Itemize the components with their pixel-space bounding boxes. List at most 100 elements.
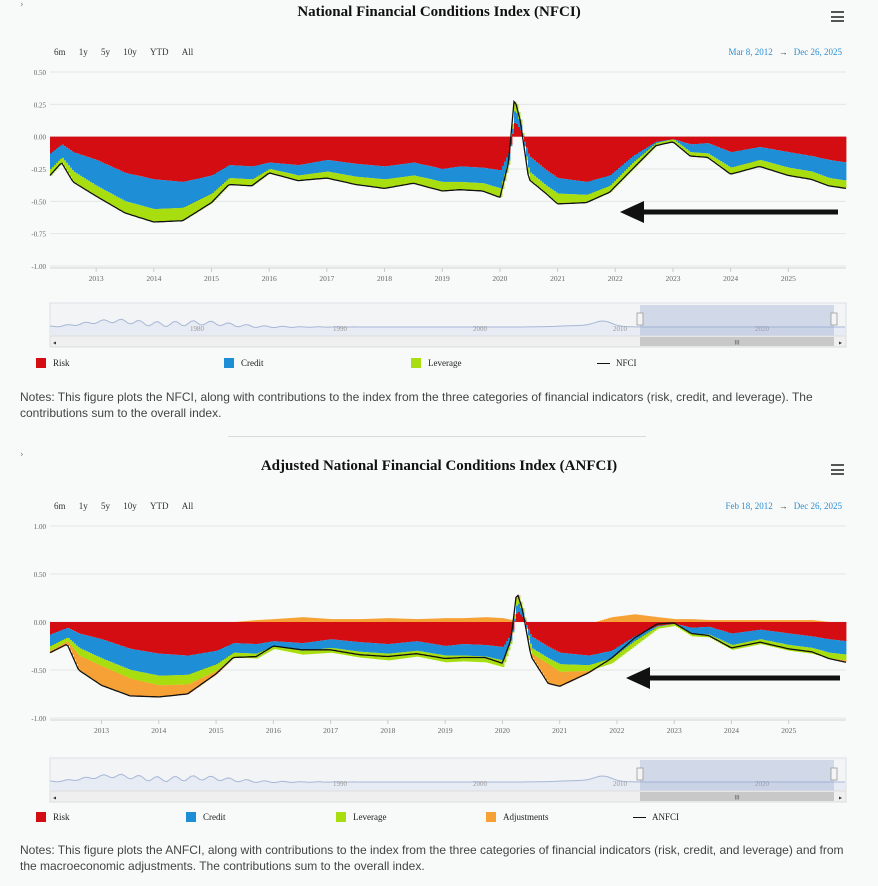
bar-adjustments [734,620,737,622]
bar-adjustments [702,619,705,622]
bar-risk [228,622,231,646]
range-button-all[interactable]: All [181,47,194,57]
bar-leverage [548,187,551,196]
bar-risk [610,622,613,652]
bar-credit [754,630,757,641]
bar-risk [84,622,87,635]
range-button-10y[interactable]: 10y [123,47,137,57]
bar-adjustments [174,684,177,696]
range-button-ytd[interactable]: YTD [150,47,169,57]
bar-credit [350,163,353,176]
bar-credit [686,626,689,631]
range-button-6m[interactable]: 6m [54,47,66,57]
bar-credit [120,170,123,199]
bar-adjustments [184,684,187,695]
range-button-1y[interactable]: 1y [78,501,88,511]
legend-item-leverage[interactable]: Leverage [336,812,386,822]
navigator[interactable]: 1990200020102020III◂▸ [0,757,878,804]
bar-credit [232,643,235,654]
bar-risk [54,622,57,633]
bar-risk [194,622,197,655]
bar-leverage [250,653,253,659]
bar-risk [382,136,385,167]
bar-risk [540,622,543,642]
date-to-input[interactable]: Dec 26, 2025 [793,501,842,511]
bar-credit [574,654,577,665]
bar-credit [638,152,641,158]
navigator[interactable]: 19801990200020102020III◂▸ [0,302,878,349]
chevron-right-icon[interactable]: › [20,0,24,10]
bar-credit [604,652,607,661]
bar-risk [496,136,499,170]
bar-risk [406,136,409,164]
bar-leverage [314,173,317,180]
chevron-right-icon[interactable]: › [20,450,24,460]
legend-item-risk[interactable]: Risk [36,812,70,822]
bar-credit [580,654,583,665]
bar-leverage [522,608,525,613]
bar-credit [468,166,471,183]
range-button-all[interactable]: All [181,501,194,511]
legend-item-adjustments[interactable]: Adjustments [486,812,549,822]
bar-leverage [328,171,331,179]
bar-leverage [506,651,509,657]
bar-credit [780,150,783,166]
range-button-5y[interactable]: 5y [101,47,111,57]
legend-item-risk[interactable]: Risk [36,358,70,368]
bar-risk [492,136,495,170]
range-button-1y[interactable]: 1y [78,47,88,57]
x-tick-label: 2013 [94,726,109,735]
bar-credit [378,165,381,179]
swatch-line [597,362,610,364]
date-to-input[interactable]: Dec 26, 2025 [793,47,842,57]
hamburger-menu-icon[interactable] [831,464,844,475]
bar-leverage [220,185,223,194]
bar-credit [256,165,259,177]
range-button-10y[interactable]: 10y [123,501,137,511]
bar-leverage [560,193,563,204]
bar-leverage [314,649,317,654]
range-button-6m[interactable]: 6m [54,501,66,511]
bar-credit [98,638,101,657]
bar-adjustments [274,619,277,622]
legend-item-credit[interactable]: Credit [224,358,264,368]
bar-risk [510,136,513,145]
bar-leverage [80,648,83,657]
bar-credit [274,641,277,647]
bar-credit [158,653,161,676]
bar-risk [500,136,503,171]
legend-item-nfci[interactable]: NFCI [597,358,637,368]
bar-leverage [80,175,83,187]
navigator-selection [640,760,834,792]
bar-credit [802,154,805,171]
bar-credit [688,143,691,151]
legend-label: NFCI [616,358,637,368]
bar-leverage [60,158,63,165]
bar-leverage [574,194,577,204]
bar-risk [52,136,55,152]
bar-risk [130,622,133,649]
hamburger-menu-icon[interactable] [831,11,844,22]
legend-item-credit[interactable]: Credit [186,812,226,822]
bar-risk [96,136,99,160]
bar-adjustments [196,680,199,688]
bar-leverage [146,673,149,683]
bar-leverage [140,671,143,681]
date-from-input[interactable]: Feb 18, 2012 [725,501,773,511]
bar-risk [490,622,493,646]
bar-credit [440,645,443,655]
range-button-5y[interactable]: 5y [101,501,111,511]
range-button-ytd[interactable]: YTD [150,501,169,511]
bar-leverage [696,152,699,157]
bar-adjustments [378,618,381,622]
bar-leverage [840,653,843,660]
legend-item-leverage[interactable]: Leverage [411,358,461,368]
legend-item-anfci[interactable]: ANFCI [633,812,679,822]
date-from-input[interactable]: Mar 8, 2012 [728,47,773,57]
bar-credit [772,631,775,642]
bar-leverage [712,156,715,161]
bar-leverage [812,171,815,180]
bar-risk [324,136,327,161]
bar-risk [54,136,57,151]
bar-adjustments [214,671,217,676]
